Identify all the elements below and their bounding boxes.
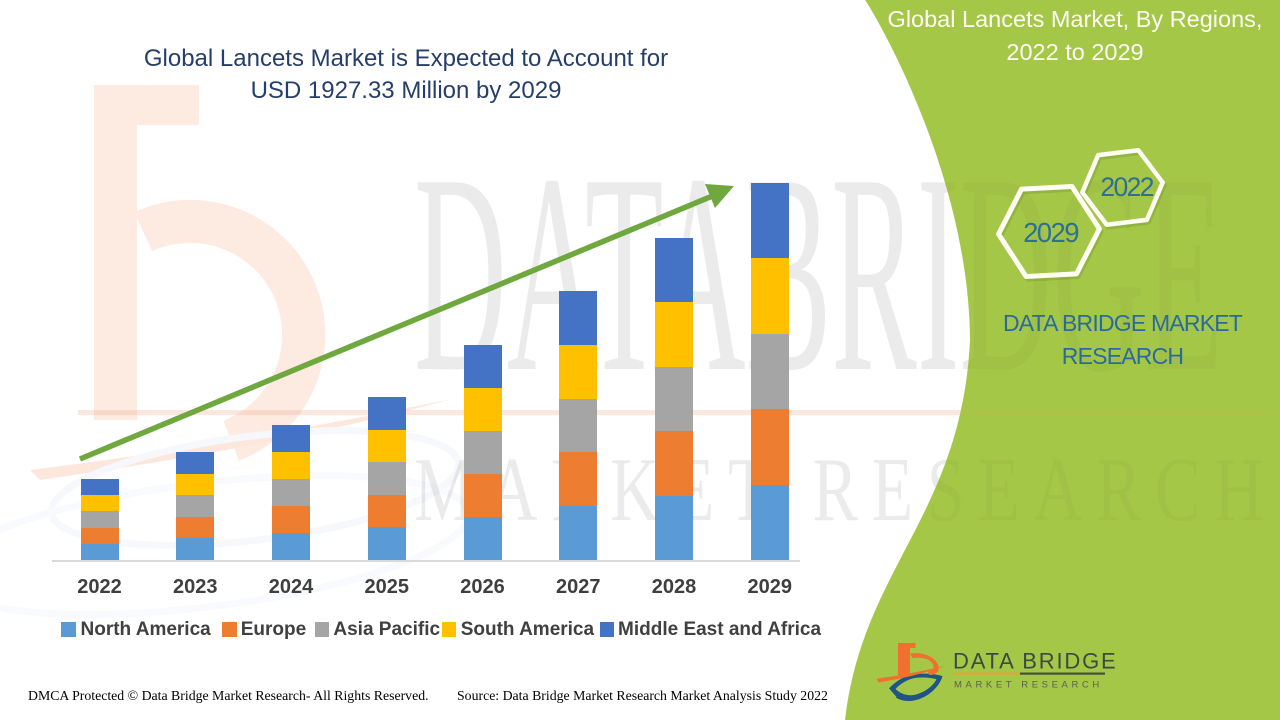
svg-text:DATA BRIDGE: DATA BRIDGE (953, 649, 1117, 674)
svg-text:MARKET RESEARCH: MARKET RESEARCH (954, 680, 1103, 691)
